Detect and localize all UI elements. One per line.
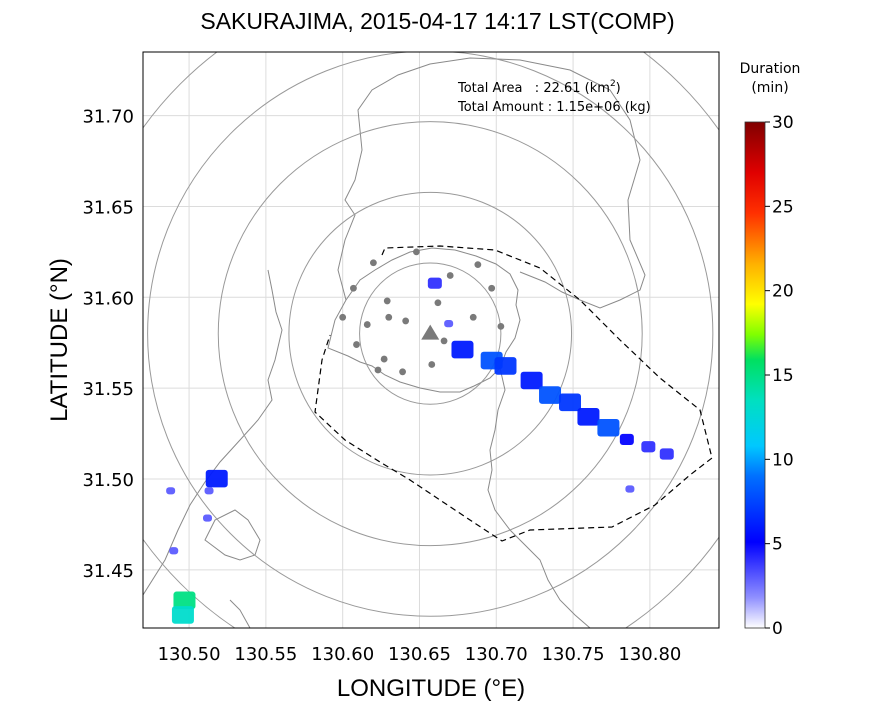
dashed-boundary <box>314 245 713 542</box>
y-tick-label: 31.45 <box>82 561 134 582</box>
colorbar-tick-label: 5 <box>772 535 783 555</box>
ash-plume <box>166 277 674 624</box>
plume-cell <box>597 418 620 437</box>
plume-cell <box>520 371 543 390</box>
x-tick-label: 130.65 <box>388 644 451 665</box>
plume-cell <box>559 393 582 412</box>
y-tick-label: 31.50 <box>82 470 134 491</box>
station-marker <box>353 341 360 348</box>
station-marker <box>446 272 454 279</box>
x-tick-label: 130.75 <box>542 644 605 665</box>
station-marker <box>350 284 357 292</box>
plume-cell <box>166 487 176 495</box>
station-marker <box>474 261 482 268</box>
y-tick-label: 31.55 <box>82 379 134 400</box>
colorbar-tick-label: 10 <box>772 450 794 470</box>
plume-cell <box>169 547 179 555</box>
range-ring <box>359 262 502 405</box>
plume-cell <box>171 606 194 624</box>
x-tick-labels: 130.50 130.55 130.60 130.65 130.70 130.75 130.… <box>158 644 682 665</box>
plume-cell <box>539 386 562 404</box>
colorbar-tick-label: 0 <box>772 619 783 639</box>
station-marker <box>370 259 377 267</box>
grid-lines <box>143 52 719 628</box>
plume-cell <box>204 487 214 495</box>
y-tick-label: 31.60 <box>82 288 134 309</box>
plume-cell <box>203 514 213 522</box>
volcano-vent-icon <box>421 324 440 340</box>
plot-frame <box>142 51 720 629</box>
station-marker <box>339 313 347 321</box>
colorbar-title-line2: (min) <box>751 80 788 96</box>
colorbar-ticks: 0 5 10 15 20 25 30 <box>765 113 794 639</box>
plume-cell <box>619 433 634 446</box>
plume-cell <box>173 591 196 610</box>
x-tick-label: 130.50 <box>158 644 221 665</box>
colorbar <box>744 121 766 629</box>
station-marker <box>383 297 391 305</box>
y-axis-label: LATITUDE (°N) <box>46 258 73 422</box>
y-tick-labels: 31.45 31.50 31.55 31.60 31.65 31.70 <box>82 107 134 582</box>
plume-cell <box>444 320 454 328</box>
colorbar-tick-label: 20 <box>772 282 794 302</box>
station-marker <box>380 355 388 363</box>
station-marker <box>434 299 442 307</box>
range-ring <box>217 121 643 547</box>
station-marker <box>488 284 496 292</box>
station-marker <box>428 361 436 368</box>
plot-area <box>143 52 719 628</box>
observation-stations <box>339 248 505 376</box>
station-marker <box>374 366 382 374</box>
station-marker <box>402 317 410 325</box>
plume-cell <box>205 469 228 488</box>
x-axis-label: LONGITUDE (°E) <box>337 675 525 702</box>
total-area-text: Total Area : 22.61 (km2) <box>457 79 621 96</box>
plume-cell <box>625 485 635 493</box>
station-marker <box>440 337 448 345</box>
plume-cell <box>659 448 674 460</box>
colorbar-title-line1: Duration <box>740 61 801 77</box>
x-tick-label: 130.60 <box>311 644 374 665</box>
map-title: SAKURAJIMA, 2015-04-17 14:17 LST(COMP) <box>200 8 675 34</box>
total-amount-text: Total Amount : 1.15e+06 (kg) <box>457 100 651 115</box>
colorbar-tick-label: 15 <box>772 366 794 386</box>
plume-cell <box>494 357 517 375</box>
x-tick-label: 130.70 <box>465 644 528 665</box>
range-rings <box>143 52 719 628</box>
x-tick-label: 130.55 <box>234 644 297 665</box>
colorbar-tick-label: 30 <box>772 113 794 133</box>
station-marker <box>413 248 420 256</box>
plume-cell <box>451 340 474 359</box>
station-marker <box>497 322 505 330</box>
station-marker <box>363 321 371 328</box>
range-ring <box>288 191 573 476</box>
station-marker <box>385 313 393 321</box>
plume-cell <box>577 408 600 426</box>
station-marker <box>399 368 406 376</box>
y-tick-label: 31.70 <box>82 107 134 128</box>
plume-cell <box>641 441 656 453</box>
plume-cell <box>427 277 442 289</box>
range-ring <box>147 52 714 617</box>
station-marker <box>469 313 477 321</box>
colorbar-tick-label: 25 <box>772 197 794 217</box>
y-tick-label: 31.65 <box>82 197 134 218</box>
x-tick-label: 130.80 <box>618 644 681 665</box>
coastline <box>143 57 646 628</box>
